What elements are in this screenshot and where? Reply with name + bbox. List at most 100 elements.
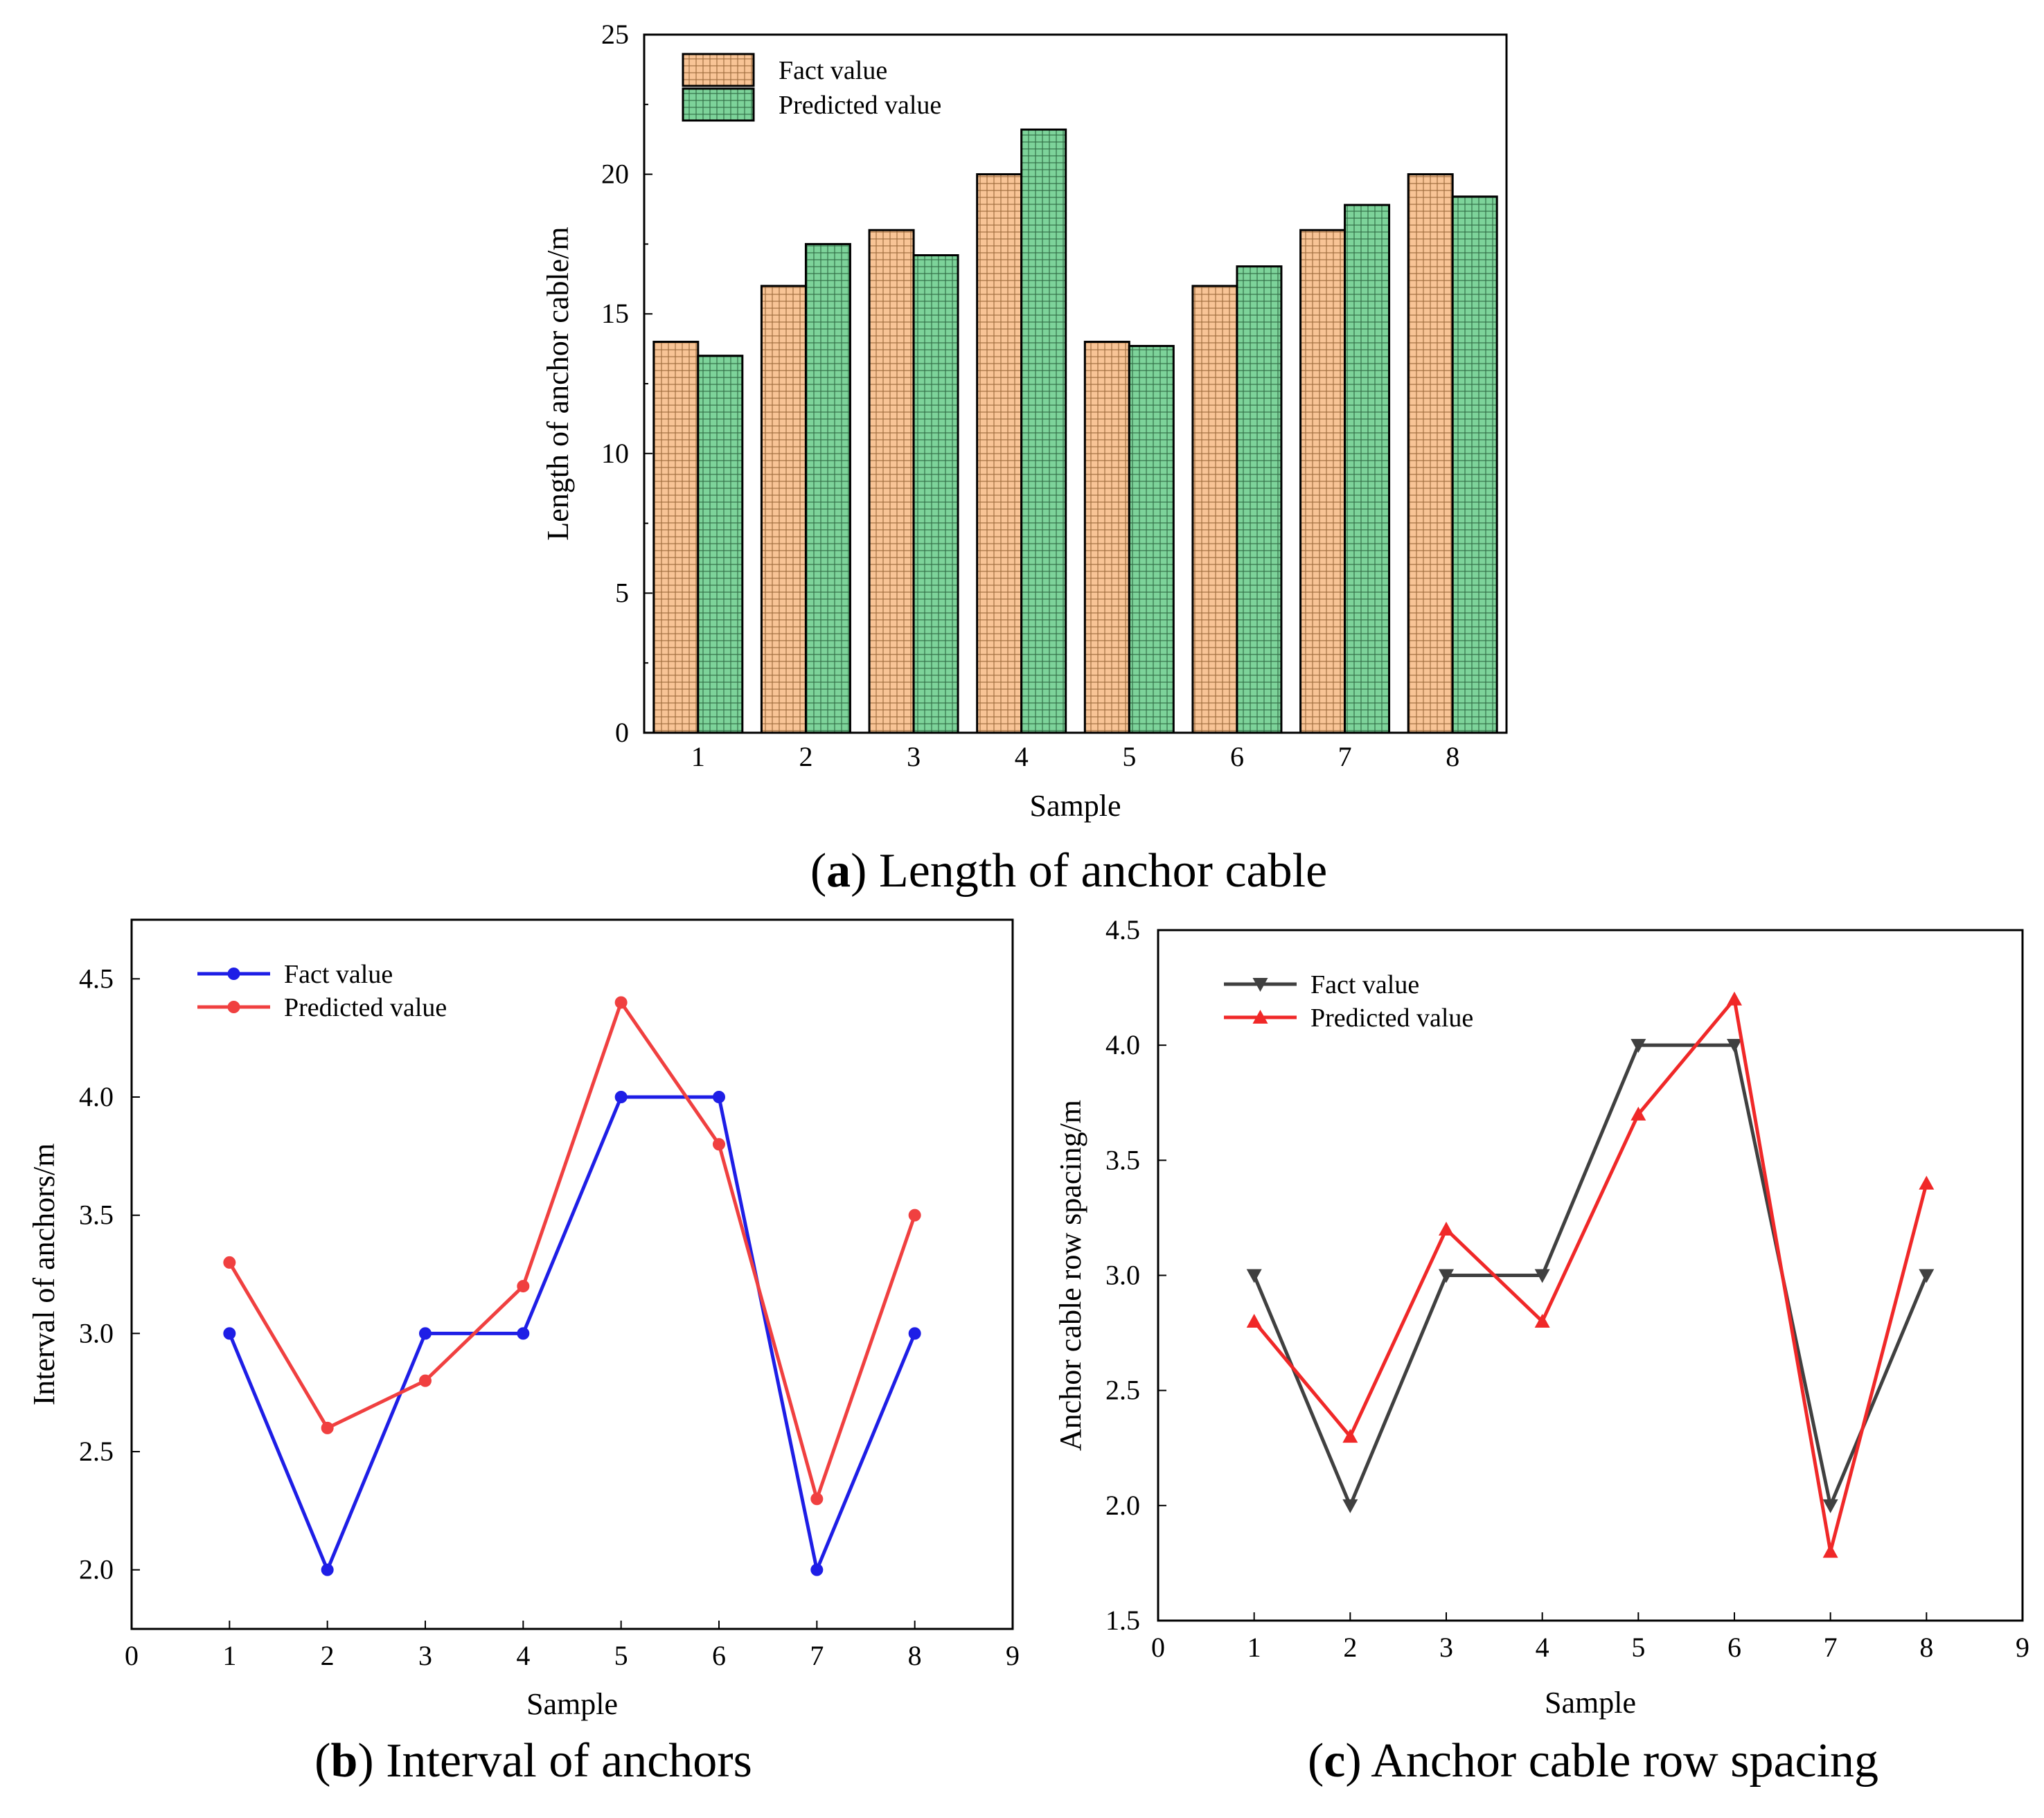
bar-predicted-sample-4 bbox=[1020, 128, 1067, 734]
x-axis-title: Sample bbox=[526, 1687, 618, 1721]
x-tick-label: 8 bbox=[1446, 741, 1459, 772]
y-tick-label: 3.5 bbox=[1105, 1144, 1140, 1175]
legend-swatch-fact bbox=[682, 53, 755, 87]
y-tick-label: 5 bbox=[615, 577, 629, 608]
legend-marker-fact bbox=[1252, 978, 1268, 992]
point-fact-sample-6 bbox=[1727, 1039, 1742, 1053]
bar-predicted-sample-6 bbox=[1236, 265, 1283, 734]
point-predicted-sample-8 bbox=[1919, 1175, 1935, 1190]
x-tick-label: 3 bbox=[907, 741, 921, 772]
bar-fact-sample-2 bbox=[760, 285, 807, 734]
bar-fact-sample-1 bbox=[652, 341, 700, 734]
series-line-predicted bbox=[1252, 995, 1928, 1552]
legend-marker-fact bbox=[227, 968, 240, 980]
x-tick-label: 2 bbox=[1343, 1632, 1357, 1663]
y-tick-label: 15 bbox=[601, 298, 629, 329]
y-axis-title: Length of anchor cable/m bbox=[541, 226, 575, 540]
point-predicted-sample-5 bbox=[1630, 1106, 1646, 1121]
x-tick-label: 1 bbox=[222, 1640, 236, 1671]
x-tick-label: 8 bbox=[1919, 1632, 1933, 1663]
series-line-fact bbox=[1252, 1043, 1928, 1512]
x-tick-label: 4 bbox=[1536, 1632, 1549, 1663]
y-tick-label: 4.5 bbox=[1105, 914, 1140, 945]
point-predicted-sample-6 bbox=[1727, 991, 1742, 1006]
legend-swatch-predicted bbox=[682, 87, 755, 122]
point-predicted-sample-7 bbox=[810, 1492, 824, 1506]
point-fact-sample-2 bbox=[1342, 1499, 1358, 1513]
point-predicted-sample-2 bbox=[1342, 1429, 1358, 1443]
point-predicted-sample-3 bbox=[1439, 1222, 1454, 1236]
point-fact-sample-7 bbox=[1822, 1499, 1838, 1513]
y-tick-label: 4.5 bbox=[79, 963, 114, 994]
y-tick-label: 3.0 bbox=[79, 1317, 114, 1348]
y-axis-title: Anchor cable row spacing/m bbox=[1054, 1100, 1087, 1451]
x-tick-label: 5 bbox=[614, 1640, 628, 1671]
point-predicted-sample-1 bbox=[1246, 1313, 1262, 1328]
chart-c-anchor-cable-row-spacing: 0 1 2 3 4 5 6 7 8 9 1.5 2.0 2.5 3.0 3.5 4.0 4.5 Sample Anc… bbox=[1054, 914, 2029, 1720]
point-fact-sample-4 bbox=[517, 1327, 530, 1340]
point-fact-sample-7 bbox=[810, 1563, 824, 1576]
bar-fact-sample-7 bbox=[1299, 229, 1347, 734]
point-predicted-sample-7 bbox=[1822, 1544, 1838, 1558]
y-tick-label: 0 bbox=[615, 717, 629, 748]
plot-frame bbox=[130, 918, 1014, 1630]
bar-predicted-sample-7 bbox=[1344, 204, 1391, 734]
caption-a: (a) Length of anchor cable bbox=[810, 844, 1327, 898]
x-tick-label: 1 bbox=[1247, 1632, 1261, 1663]
chart-a-length-of-anchor-cable: 1 2 3 4 5 6 7 8 0 5 10 15 20 25 Sample Length of anchor… bbox=[541, 19, 1508, 823]
x-tick-label: 4 bbox=[516, 1640, 530, 1671]
series-line-predicted bbox=[228, 998, 917, 1505]
bar-fact-sample-3 bbox=[868, 229, 915, 734]
x-axis-title: Sample bbox=[1030, 789, 1121, 823]
chart-b-interval-of-anchors: 0 1 2 3 4 5 6 7 8 9 2.0 2.5 3.0 3.5 4.0 4.5 Sample Interv… bbox=[27, 918, 1020, 1721]
legend-label: Fact value bbox=[284, 960, 393, 989]
legend-marker-predicted bbox=[227, 1001, 240, 1013]
y-tick-label: 4.0 bbox=[79, 1081, 114, 1112]
y-axis-title: Interval of anchors/m bbox=[27, 1143, 61, 1406]
x-tick-label: 0 bbox=[1151, 1632, 1165, 1663]
y-tick-label: 1.5 bbox=[1105, 1605, 1140, 1636]
point-predicted-sample-4 bbox=[1534, 1313, 1550, 1328]
bar-fact-sample-4 bbox=[976, 173, 1023, 734]
x-tick-label: 6 bbox=[712, 1640, 726, 1671]
x-tick-label: 5 bbox=[1631, 1632, 1645, 1663]
legend-label: Predicted value bbox=[779, 91, 941, 120]
legend-label: Fact value bbox=[1310, 970, 1419, 999]
bar-fact-sample-5 bbox=[1083, 341, 1130, 734]
point-predicted-sample-1 bbox=[223, 1256, 236, 1269]
bar-predicted-sample-1 bbox=[697, 355, 744, 734]
legend-label: Predicted value bbox=[284, 993, 447, 1022]
point-predicted-sample-6 bbox=[713, 1138, 725, 1151]
x-tick-label: 5 bbox=[1122, 741, 1136, 772]
point-fact-sample-3 bbox=[1439, 1269, 1454, 1283]
point-fact-sample-1 bbox=[1246, 1269, 1262, 1283]
bar-predicted-sample-8 bbox=[1451, 195, 1498, 734]
x-tick-label: 3 bbox=[1439, 1632, 1453, 1663]
x-tick-label: 6 bbox=[1230, 741, 1244, 772]
y-tick-label: 2.0 bbox=[79, 1554, 114, 1585]
point-fact-sample-6 bbox=[713, 1091, 725, 1103]
y-tick-label: 20 bbox=[601, 159, 629, 190]
x-tick-label: 2 bbox=[321, 1640, 335, 1671]
bar-fact-sample-8 bbox=[1407, 173, 1454, 734]
point-fact-sample-3 bbox=[419, 1327, 432, 1340]
x-tick-label: 9 bbox=[1006, 1640, 1020, 1671]
point-predicted-sample-5 bbox=[614, 996, 628, 1009]
point-fact-sample-5 bbox=[1630, 1039, 1646, 1053]
point-fact-sample-8 bbox=[908, 1327, 921, 1340]
x-tick-label: 7 bbox=[1338, 741, 1352, 772]
caption-b: (b) Interval of anchors bbox=[314, 1734, 752, 1788]
x-tick-label: 1 bbox=[691, 741, 705, 772]
point-fact-sample-1 bbox=[223, 1327, 236, 1340]
legend-label: Fact value bbox=[779, 56, 887, 85]
y-tick-label: 2.0 bbox=[1105, 1490, 1140, 1521]
point-predicted-sample-3 bbox=[419, 1374, 432, 1387]
y-tick-label: 10 bbox=[601, 438, 629, 469]
point-predicted-sample-2 bbox=[321, 1421, 334, 1434]
x-tick-label: 8 bbox=[908, 1640, 922, 1671]
y-tick-label: 4.0 bbox=[1105, 1029, 1140, 1060]
x-tick-label: 3 bbox=[418, 1640, 432, 1671]
y-tick-label: 3.5 bbox=[79, 1200, 114, 1231]
x-tick-label: 6 bbox=[1727, 1632, 1741, 1663]
